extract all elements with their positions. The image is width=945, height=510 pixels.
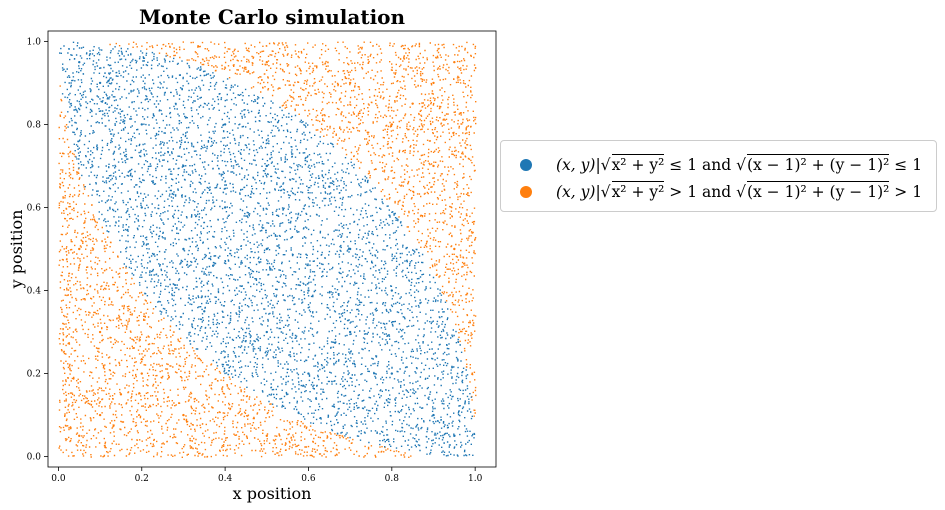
legend-marker-orange xyxy=(520,186,532,198)
point-inside xyxy=(328,185,331,188)
point-inside xyxy=(390,372,394,375)
legend-cond1: x² + y² xyxy=(611,154,665,174)
legend-cond2: (x − 1)² + (y − 1)² xyxy=(746,154,890,174)
point-outside xyxy=(265,60,268,64)
point-inside xyxy=(140,206,143,209)
point-inside xyxy=(390,289,394,292)
point-inside xyxy=(98,81,102,85)
legend-op1: > 1 xyxy=(669,183,698,201)
legend-cond2: (x − 1)² + (y − 1)² xyxy=(746,181,890,201)
x-tick-label: 0.6 xyxy=(301,474,316,484)
sample-points xyxy=(78,60,456,438)
point-inside xyxy=(223,123,227,126)
point-inside xyxy=(140,123,143,126)
point-outside xyxy=(140,372,143,375)
point-inside xyxy=(265,164,268,168)
legend-op2: ≤ 1 xyxy=(894,156,923,174)
plot-frame xyxy=(47,30,497,468)
point-outside xyxy=(348,81,352,85)
legend-cond1: x² + y² xyxy=(611,181,665,201)
point-outside xyxy=(182,413,185,417)
point-inside xyxy=(182,247,185,251)
legend-entry-outside: (x, y)|√x² + y² > 1 and √(x − 1)² + (y −… xyxy=(501,178,936,206)
scatter-points-inside xyxy=(59,41,476,457)
y-axis-label: y position xyxy=(7,210,26,290)
point-outside xyxy=(453,247,456,251)
legend-entry-inside: (x, y)|√x² + y² ≤ 1 and √(x − 1)² + (y −… xyxy=(501,151,936,179)
point-inside xyxy=(348,247,352,251)
y-tick-label: 0.8 xyxy=(27,120,42,130)
y-tick-label: 0.4 xyxy=(27,287,42,297)
y-tick-label: 0.2 xyxy=(27,370,41,380)
point-outside xyxy=(78,247,81,251)
point-inside xyxy=(182,164,185,168)
point-inside xyxy=(203,310,206,313)
point-inside xyxy=(223,206,227,209)
y-tick-label: 0.6 xyxy=(27,203,42,213)
point-outside xyxy=(98,413,102,417)
point-outside xyxy=(119,393,123,396)
point-outside xyxy=(78,434,81,438)
x-tick-label: 0.0 xyxy=(51,474,66,484)
legend-conj: and xyxy=(702,156,732,174)
point-inside xyxy=(78,60,81,64)
point-outside xyxy=(98,330,102,334)
point-inside xyxy=(307,289,310,292)
point-outside xyxy=(265,434,268,438)
legend-set: (x, y)| xyxy=(556,156,601,174)
legend-set: (x, y)| xyxy=(556,183,601,201)
x-tick-label: 1.0 xyxy=(468,474,483,484)
point-outside xyxy=(390,123,394,126)
plot-area xyxy=(47,30,497,468)
point-outside xyxy=(432,164,435,168)
point-inside xyxy=(265,247,268,251)
y-tick-label: 1.0 xyxy=(27,37,42,47)
point-outside xyxy=(432,81,435,85)
point-inside xyxy=(432,413,435,417)
chart-title: Monte Carlo simulation xyxy=(139,5,406,29)
point-outside xyxy=(411,102,414,105)
legend-label-inside: (x, y)|√x² + y² ≤ 1 and √(x − 1)² + (y −… xyxy=(556,154,923,174)
x-tick-label: 0.2 xyxy=(135,474,149,484)
x-axis: 0.0 0.2 0.4 0.6 0.8 1.0 xyxy=(51,467,483,484)
legend: (x, y)|√x² + y² ≤ 1 and √(x − 1)² + (y −… xyxy=(500,140,937,212)
legend-op1: ≤ 1 xyxy=(669,156,698,174)
legend-marker-blue xyxy=(520,159,532,171)
x-tick-label: 0.8 xyxy=(385,474,400,484)
x-tick-label: 0.4 xyxy=(218,474,233,484)
point-inside xyxy=(453,434,456,438)
x-axis-label: x position xyxy=(233,484,312,503)
scatter-points xyxy=(58,41,477,459)
point-inside xyxy=(265,330,268,334)
y-axis: 0.0 0.2 0.4 0.6 0.8 1.0 xyxy=(27,37,48,463)
legend-label-outside: (x, y)|√x² + y² > 1 and √(x − 1)² + (y −… xyxy=(556,181,923,201)
legend-op2: > 1 xyxy=(894,183,923,201)
point-outside xyxy=(453,60,456,64)
point-inside xyxy=(348,330,352,334)
scatter-points-outside xyxy=(58,41,477,459)
y-tick-label: 0.0 xyxy=(27,453,42,463)
point-inside xyxy=(307,372,310,375)
legend-conj: and xyxy=(702,183,732,201)
